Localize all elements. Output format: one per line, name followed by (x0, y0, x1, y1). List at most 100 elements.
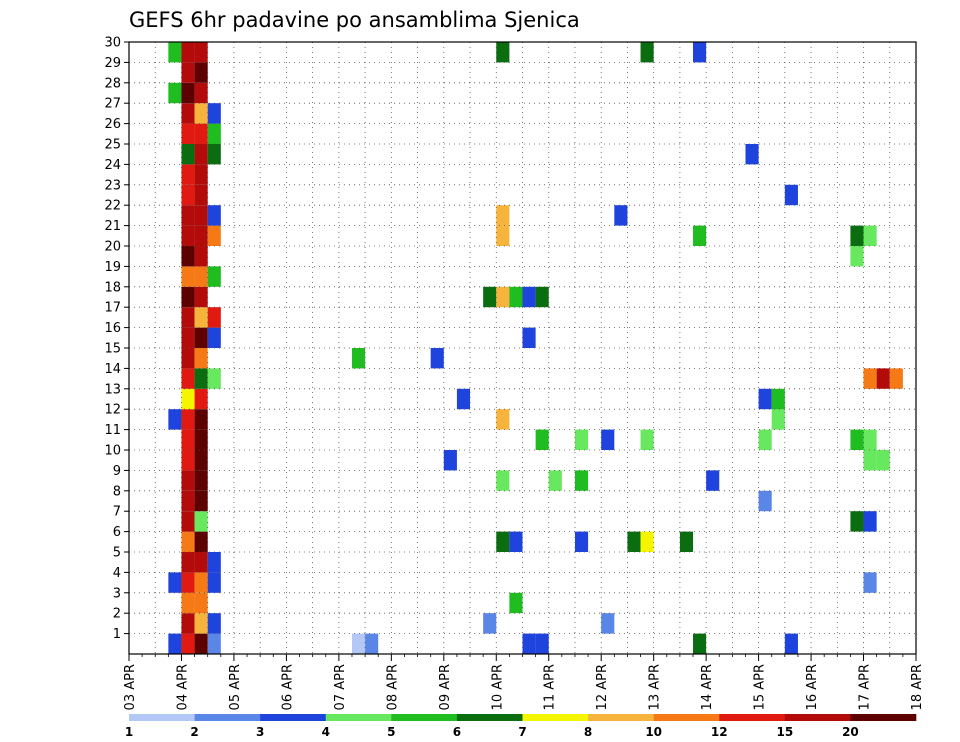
heatmap-cell (496, 286, 510, 308)
x-tick-label: 16 APR (805, 664, 820, 710)
heatmap-cell (483, 613, 497, 634)
y-tick-label: 27 (104, 97, 121, 112)
heatmap-cell (194, 42, 208, 63)
heatmap-cell (194, 552, 208, 573)
y-tick-label: 6 (113, 525, 121, 540)
colorbar-label: 4 (322, 725, 330, 739)
colorbar-swatch (129, 714, 195, 721)
heatmap-cell (509, 286, 523, 308)
colorbar-label: 8 (584, 725, 592, 739)
heatmap-cell (181, 552, 195, 573)
colorbar-swatch (522, 714, 589, 721)
heatmap-cells (168, 42, 903, 654)
heatmap-cell (548, 470, 562, 491)
x-tick-label: 07 APR (333, 664, 348, 710)
heatmap-cell (181, 531, 195, 552)
heatmap-cell (483, 286, 497, 308)
y-tick-label: 5 (113, 546, 121, 561)
heatmap-cell (496, 225, 510, 246)
heatmap-cell (194, 470, 208, 491)
heatmap-cell (574, 470, 589, 491)
heatmap-cell (181, 633, 195, 654)
heatmap-cell (194, 490, 208, 512)
heatmap-cell (863, 225, 877, 246)
heatmap-cell (194, 307, 208, 328)
colorbar-label: 5 (387, 725, 395, 739)
y-tick-label: 12 (104, 403, 121, 418)
heatmap-cell (456, 388, 471, 410)
heatmap-cell (207, 266, 221, 287)
heatmap-cell (771, 409, 785, 430)
heatmap-cell (876, 450, 890, 471)
heatmap-cell (522, 327, 536, 348)
heatmap-cell (194, 205, 208, 226)
x-tick-label: 05 APR (228, 664, 243, 710)
heatmap-cell (784, 184, 798, 206)
heatmap-cell (181, 388, 195, 410)
y-tick-label: 11 (104, 423, 121, 438)
heatmap-cell (181, 286, 195, 308)
x-tick-label: 17 APR (858, 664, 873, 710)
heatmap-cell (194, 62, 208, 83)
y-tick-label: 29 (104, 56, 121, 71)
heatmap-cell (194, 348, 208, 369)
heatmap-cell (207, 552, 221, 573)
colorbar-swatch (653, 714, 720, 721)
heatmap-cell (194, 409, 208, 430)
heatmap-cell (181, 409, 195, 430)
heatmap-cell (509, 592, 523, 614)
heatmap-cell (693, 42, 707, 63)
heatmap-cell (194, 327, 208, 348)
y-tick-label: 1 (113, 627, 121, 642)
heatmap-cell (784, 633, 798, 654)
heatmap-cell (181, 266, 195, 287)
heatmap-cell (181, 164, 195, 185)
y-tick-label: 28 (104, 76, 121, 91)
heatmap-cell (168, 633, 182, 654)
heatmap-cell (181, 62, 195, 83)
heatmap-cell (522, 286, 536, 308)
x-tick-label: 03 APR (123, 664, 138, 710)
x-tick-label: 04 APR (175, 664, 190, 710)
heatmap-cell (863, 511, 877, 532)
heatmap-cell (207, 327, 221, 348)
heatmap-cell (194, 572, 208, 593)
heatmap-cell (207, 613, 221, 634)
colorbar: 1 2 3 4 5 6 7 8 10 12 15 20 (125, 714, 917, 739)
colorbar-label: 10 (645, 725, 662, 739)
colorbar-swatch (194, 714, 261, 721)
heatmap-cell (627, 531, 641, 552)
y-tick-label: 18 (104, 280, 121, 295)
colorbar-label: 1 (125, 725, 133, 739)
x-tick-label: 08 APR (385, 664, 400, 710)
heatmap-cell (509, 531, 523, 552)
heatmap-cell (850, 511, 864, 532)
heatmap-cell (850, 225, 864, 246)
heatmap-cell (168, 82, 182, 104)
colorbar-swatch (325, 714, 392, 721)
heatmap-cell (207, 225, 221, 246)
heatmap-cell (181, 511, 195, 532)
heatmap-cell (640, 42, 654, 63)
heatmap-cell (496, 470, 510, 491)
heatmap-cell (181, 592, 195, 614)
heatmap-cell (535, 429, 549, 450)
heatmap-cell (601, 613, 615, 634)
colorbar-swatch (588, 714, 654, 721)
colorbar-swatch (391, 714, 458, 721)
y-tick-label: 23 (104, 178, 121, 193)
heatmap-cell (535, 286, 549, 308)
y-tick-label: 8 (113, 484, 121, 499)
heatmap-cell (863, 368, 877, 389)
heatmap-cell (207, 633, 221, 654)
heatmap-cell (194, 633, 208, 654)
colorbar-swatch (719, 714, 786, 721)
heatmap-cell (181, 225, 195, 246)
heatmap-cell (693, 225, 707, 246)
heatmap-cell (168, 409, 182, 430)
heatmap-cell (181, 184, 195, 206)
heatmap-cell (194, 82, 208, 104)
heatmap-cell (194, 511, 208, 532)
heatmap-cell (758, 429, 772, 450)
